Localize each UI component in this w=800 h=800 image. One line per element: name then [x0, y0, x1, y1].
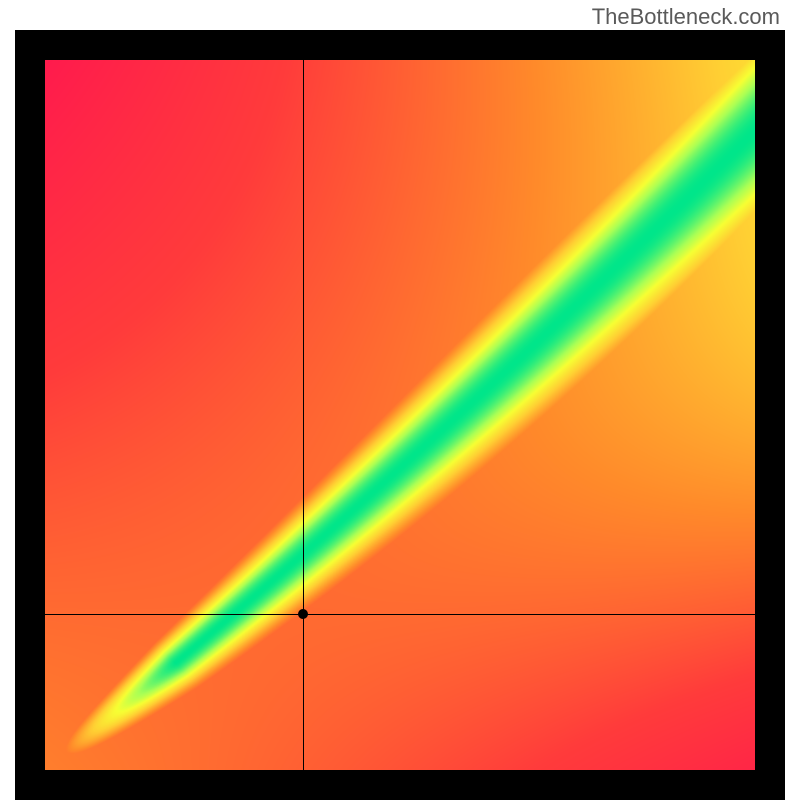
- crosshair-horizontal: [45, 614, 755, 615]
- heatmap-canvas: [45, 60, 755, 770]
- plot-area: [45, 60, 755, 770]
- watermark-text: TheBottleneck.com: [592, 4, 780, 30]
- marker-dot: [298, 609, 308, 619]
- crosshair-vertical: [303, 60, 304, 770]
- plot-border: [15, 30, 785, 800]
